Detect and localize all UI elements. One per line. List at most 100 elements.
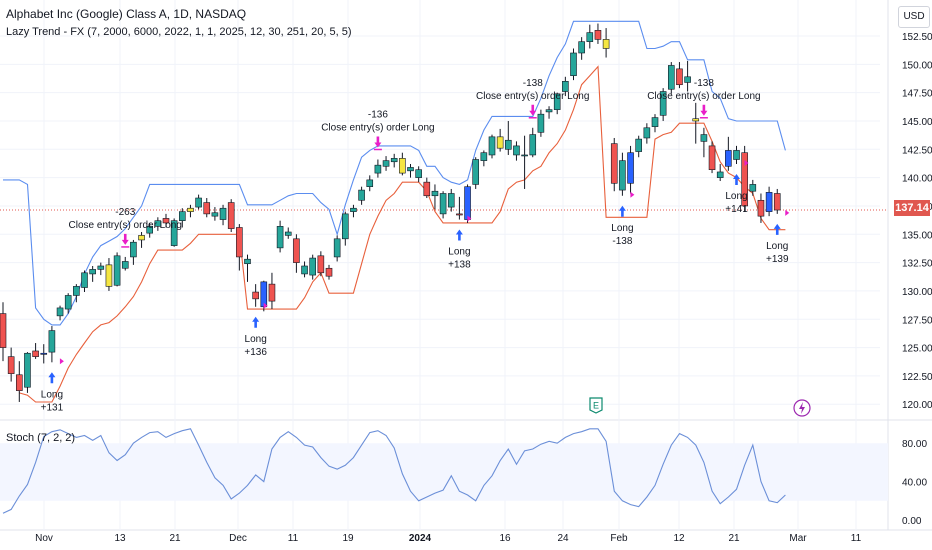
close-order-label: Close entry(s) order Long [321, 122, 434, 133]
price-tick-label: 140.00 [902, 174, 932, 185]
close-order-value: -138 [523, 78, 543, 89]
long-entry-value: +139 [766, 254, 789, 265]
earnings-event-icon[interactable]: E [589, 397, 603, 414]
time-tick-label: 21 [169, 533, 181, 544]
price-tick-label: 120.00 [902, 400, 932, 411]
candle [553, 92, 561, 115]
candle [407, 164, 414, 178]
candle [390, 153, 398, 168]
candle [399, 152, 406, 176]
stoch-band-fill [0, 443, 888, 501]
candle [187, 204, 194, 218]
candle [765, 186, 773, 217]
entry-marker [467, 215, 472, 222]
long-entry-label: Long [448, 247, 470, 258]
candle [537, 109, 545, 137]
candle [513, 141, 520, 161]
candle-body [765, 192, 773, 212]
trade-signals: Long +131 Long +136 Long +138 Long -138 Long +141… [41, 78, 790, 413]
candle [594, 23, 602, 44]
time-tick-label: 11 [288, 533, 299, 544]
candle-body [113, 255, 121, 286]
candle [73, 284, 80, 303]
candle [586, 24, 594, 49]
candle [162, 213, 170, 228]
candle-body [684, 76, 691, 83]
time-tick-label: Nov [35, 533, 53, 544]
indicator-label[interactable]: Lazy Trend - FX (7, 2000, 6000, 2022, 1,… [6, 26, 352, 38]
entry-marker [785, 209, 790, 216]
candle [7, 347, 15, 382]
long-entry-value: +131 [41, 402, 64, 413]
price-tick-label: 135.00 [902, 230, 932, 241]
candle [293, 234, 300, 273]
long-entry-label: Long [611, 223, 633, 234]
time-tick-label: 11 [851, 533, 862, 544]
candle [447, 188, 455, 212]
svg-text:E: E [593, 401, 599, 411]
candle-body [211, 212, 219, 217]
close-order-label: Close entry(s) order Long [69, 220, 182, 231]
candle [113, 252, 121, 287]
stoch-tick-label: 40.00 [902, 478, 927, 489]
candle [195, 194, 202, 210]
split-event-icon[interactable] [793, 399, 811, 417]
candle-body [464, 186, 471, 220]
candle-body [733, 150, 740, 160]
candle-body [627, 152, 634, 184]
long-entry-arrow [48, 372, 56, 384]
candle-body [195, 197, 202, 208]
candle [578, 37, 585, 60]
candle [480, 150, 488, 167]
candle-body [594, 30, 602, 40]
candle-body [399, 158, 406, 174]
candle-body [513, 145, 520, 156]
candle [333, 235, 341, 262]
candle-body [64, 295, 72, 310]
candle [545, 106, 553, 119]
candle [203, 198, 211, 218]
candle-body [366, 179, 374, 187]
price-tick-label: 152.50 [902, 32, 932, 43]
time-tick-label: 12 [673, 533, 685, 544]
candle-body [236, 227, 243, 258]
candle [179, 208, 186, 228]
candle-body [7, 356, 15, 374]
stoch-tick-label: 0.00 [902, 516, 922, 527]
long-entry-arrow [618, 205, 626, 217]
candle-body [496, 136, 504, 149]
candle [89, 265, 96, 282]
candle [570, 48, 577, 81]
candle-body [537, 113, 545, 133]
candle [439, 191, 447, 219]
candle-body [447, 193, 455, 208]
time-tick-label: Feb [610, 533, 628, 544]
candle-body [659, 91, 667, 116]
candle [366, 175, 374, 192]
candle-body [309, 257, 317, 276]
long-entry-label: Long [41, 389, 63, 400]
candle-body [757, 199, 765, 217]
candle-body [635, 138, 643, 152]
candle-body [602, 39, 610, 49]
candle [749, 179, 757, 196]
candle-body [138, 235, 145, 241]
candle [325, 264, 333, 280]
candle-body [48, 330, 56, 353]
candle-body [15, 374, 23, 391]
candle [244, 254, 251, 282]
price-tick-label: 132.50 [902, 259, 932, 270]
candle [236, 224, 243, 271]
candle-body [415, 169, 422, 178]
price-tick-label: 150.00 [902, 60, 932, 71]
candle-body [716, 171, 724, 178]
candle [700, 127, 708, 158]
candle [757, 193, 765, 223]
close-order-arrow [529, 104, 537, 116]
price-tick-label: 125.00 [902, 344, 932, 355]
currency-button[interactable]: USD [898, 6, 930, 28]
stoch-indicator-label[interactable]: Stoch (7, 2, 2) [6, 432, 76, 444]
candle-body [284, 231, 292, 236]
price-tick-label: 130.00 [902, 287, 932, 298]
